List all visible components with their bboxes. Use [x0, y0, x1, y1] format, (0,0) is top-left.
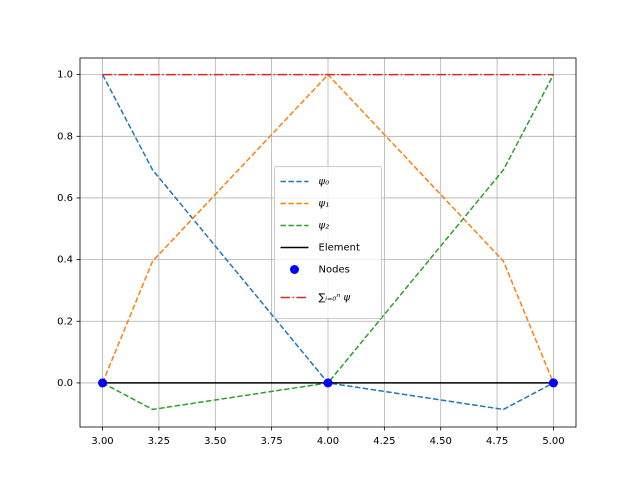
x-tick-label: 4.75 — [486, 436, 508, 447]
y-tick-label: 1.0 — [57, 70, 73, 81]
x-tick-label: 3.25 — [148, 436, 170, 447]
legend-label: ψ₀ — [319, 177, 330, 188]
legend-label: Nodes — [319, 265, 350, 276]
axes-frame — [79, 57, 577, 428]
node-marker — [98, 378, 108, 388]
node-marker — [548, 378, 558, 388]
y-tick-label: 0.6 — [57, 193, 73, 204]
x-tick-label: 4.50 — [430, 436, 452, 447]
x-tick-label: 3.00 — [91, 436, 113, 447]
y-tick-label: 0.8 — [57, 131, 73, 142]
y-tick-label: 0.4 — [57, 255, 73, 266]
node-marker — [323, 378, 333, 388]
legend-label: ψ₂ — [319, 221, 330, 232]
y-tick-label: 0.0 — [57, 378, 73, 389]
legend: ψ₀ ψ₁ ψ₂ Element Nodes ∑ᵢ₌₀ⁿ ψ — [274, 166, 382, 319]
x-tick-label: 5.00 — [542, 436, 564, 447]
y-tick-label: 0.2 — [57, 316, 73, 327]
x-tick-label: 3.75 — [261, 436, 283, 447]
legend-marker — [290, 265, 299, 274]
legend-label: Element — [319, 243, 360, 254]
legend-label: ψ₁ — [319, 199, 330, 210]
x-tick-label: 4.00 — [317, 436, 339, 447]
x-tick-label: 4.25 — [373, 436, 395, 447]
legend-frame — [274, 166, 382, 319]
legend-label: ∑ᵢ₌₀ⁿ ψ — [319, 293, 351, 304]
x-tick-label: 3.50 — [204, 436, 226, 447]
